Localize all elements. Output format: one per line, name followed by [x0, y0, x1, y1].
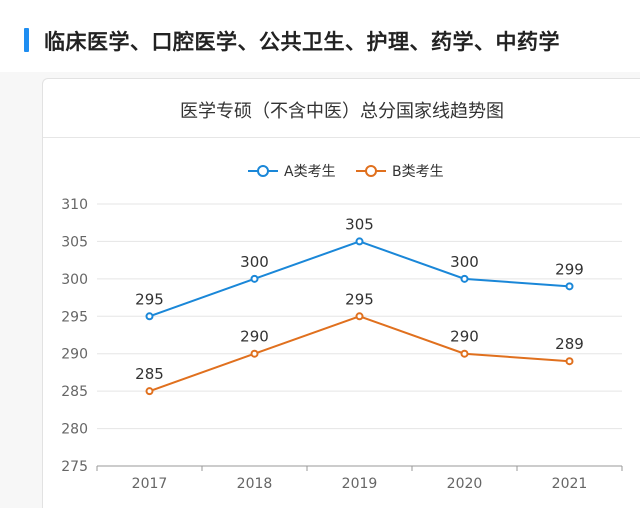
- data-label: 305: [345, 215, 374, 233]
- data-label: 285: [135, 365, 164, 383]
- y-tick-label: 280: [61, 422, 88, 438]
- legend-label: B类考生: [392, 164, 444, 180]
- x-tick-label: 2018: [237, 476, 273, 492]
- data-label: 300: [450, 253, 479, 271]
- legend-marker: [365, 165, 377, 177]
- chart-card: 医学专硕（不含中医）总分国家线趋势图: [42, 78, 640, 508]
- x-tick-label: 2019: [342, 476, 378, 492]
- x-tick-label: 2020: [447, 476, 483, 492]
- data-label: 290: [450, 328, 479, 346]
- data-point: [355, 237, 364, 246]
- page-heading: 临床医学、口腔医学、公共卫生、护理、药学、中药学: [44, 30, 560, 54]
- data-point: [565, 282, 574, 291]
- y-tick-label: 290: [61, 347, 88, 363]
- data-point: [250, 274, 259, 283]
- data-point: [460, 349, 469, 358]
- data-label: 295: [135, 290, 164, 308]
- y-tick-label: 285: [61, 384, 88, 400]
- y-tick-label: 310: [61, 197, 88, 213]
- x-tick-label: 2021: [552, 476, 588, 492]
- data-point: [355, 312, 364, 321]
- x-tick-label: 2017: [132, 476, 168, 492]
- data-point: [250, 349, 259, 358]
- chart-title-bar: 医学专硕（不含中医）总分国家线趋势图: [43, 79, 640, 138]
- page-header: 临床医学、口腔医学、公共卫生、护理、药学、中药学: [0, 0, 640, 72]
- data-label: 289: [555, 335, 584, 353]
- legend-label: A类考生: [284, 164, 336, 180]
- y-tick-label: 275: [61, 459, 88, 475]
- data-label: 300: [240, 253, 269, 271]
- chart-title: 医学专硕（不含中医）总分国家线趋势图: [180, 101, 504, 122]
- heading-accent-bar: [24, 28, 29, 52]
- legend-marker: [257, 165, 269, 177]
- data-label: 299: [555, 260, 584, 278]
- y-tick-label: 300: [61, 272, 88, 288]
- y-tick-label: 305: [61, 234, 88, 250]
- data-point: [145, 387, 154, 396]
- data-label: 290: [240, 328, 269, 346]
- data-label: 295: [345, 290, 374, 308]
- y-tick-label: 295: [61, 309, 88, 325]
- data-point: [145, 312, 154, 321]
- data-point: [565, 357, 574, 366]
- data-point: [460, 274, 469, 283]
